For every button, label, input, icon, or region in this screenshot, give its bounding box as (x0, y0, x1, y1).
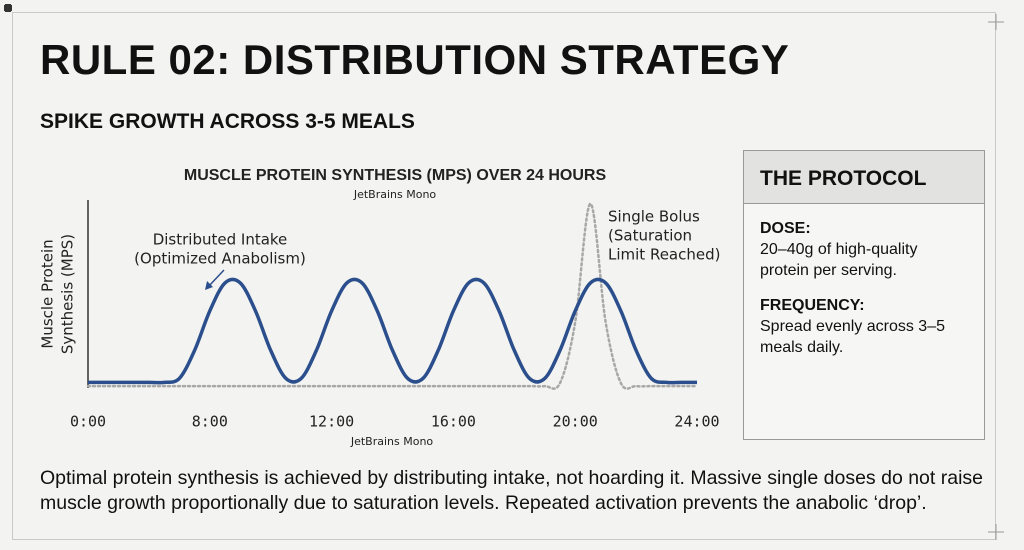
annotation: (Saturation (608, 227, 692, 245)
x-tick-label: 16:00 (431, 413, 476, 431)
title: RULE 02: DISTRIBUTION STRATEGY (40, 36, 790, 83)
annotation: Limit Reached) (608, 246, 720, 264)
panel-item: FREQUENCY: Spread evenly across 3–5 meals… (744, 281, 984, 358)
frame (12, 12, 996, 540)
panel-title: THE PROTOCOL (744, 151, 984, 204)
item-text: Spread evenly across 3–5 meals daily. (760, 318, 945, 356)
x-tick-label: 12:00 (309, 413, 354, 431)
item-label: DOSE: (760, 220, 811, 237)
item-text: 20–40g of high-quality protein per servi… (760, 241, 918, 279)
y-axis-label: Muscle Protein (39, 239, 57, 348)
corner-mark (988, 14, 1004, 30)
panel-item: DOSE: 20–40g of high-quality protein per … (744, 204, 984, 281)
item-label: FREQUENCY: (760, 297, 865, 314)
annotation-arrowhead (205, 281, 213, 290)
x-tick-label: 8:00 (192, 413, 228, 431)
annotation: (Optimized Anabolism) (134, 250, 306, 268)
protocol-panel: THE PROTOCOL DOSE: 20–40g of high-quality… (743, 150, 985, 440)
annotation: Distributed Intake (153, 231, 288, 249)
annotation: Single Bolus (608, 208, 700, 226)
corner-mark (4, 4, 12, 12)
chart-title: MUSCLE PROTEIN SYNTHESIS (MPS) OVER 24 H… (184, 167, 607, 184)
line-series (88, 277, 697, 385)
footer-text: Optimal protein synthesis is achieved by… (40, 467, 983, 514)
y-axis-label: Synthesis (MPS) (59, 234, 77, 354)
x-tick-label: 24:00 (674, 413, 719, 431)
x-tick-label: 0:00 (70, 413, 106, 431)
corner-mark (988, 524, 1004, 540)
x-note: JetBrains Mono (350, 435, 434, 448)
line-series (86, 202, 699, 390)
annotation-arrow (207, 269, 225, 288)
subtitle: SPIKE GROWTH ACROSS 3-5 MEALS (40, 110, 415, 133)
chart-note: JetBrains Mono (353, 188, 437, 201)
x-tick-label: 20:00 (553, 413, 598, 431)
